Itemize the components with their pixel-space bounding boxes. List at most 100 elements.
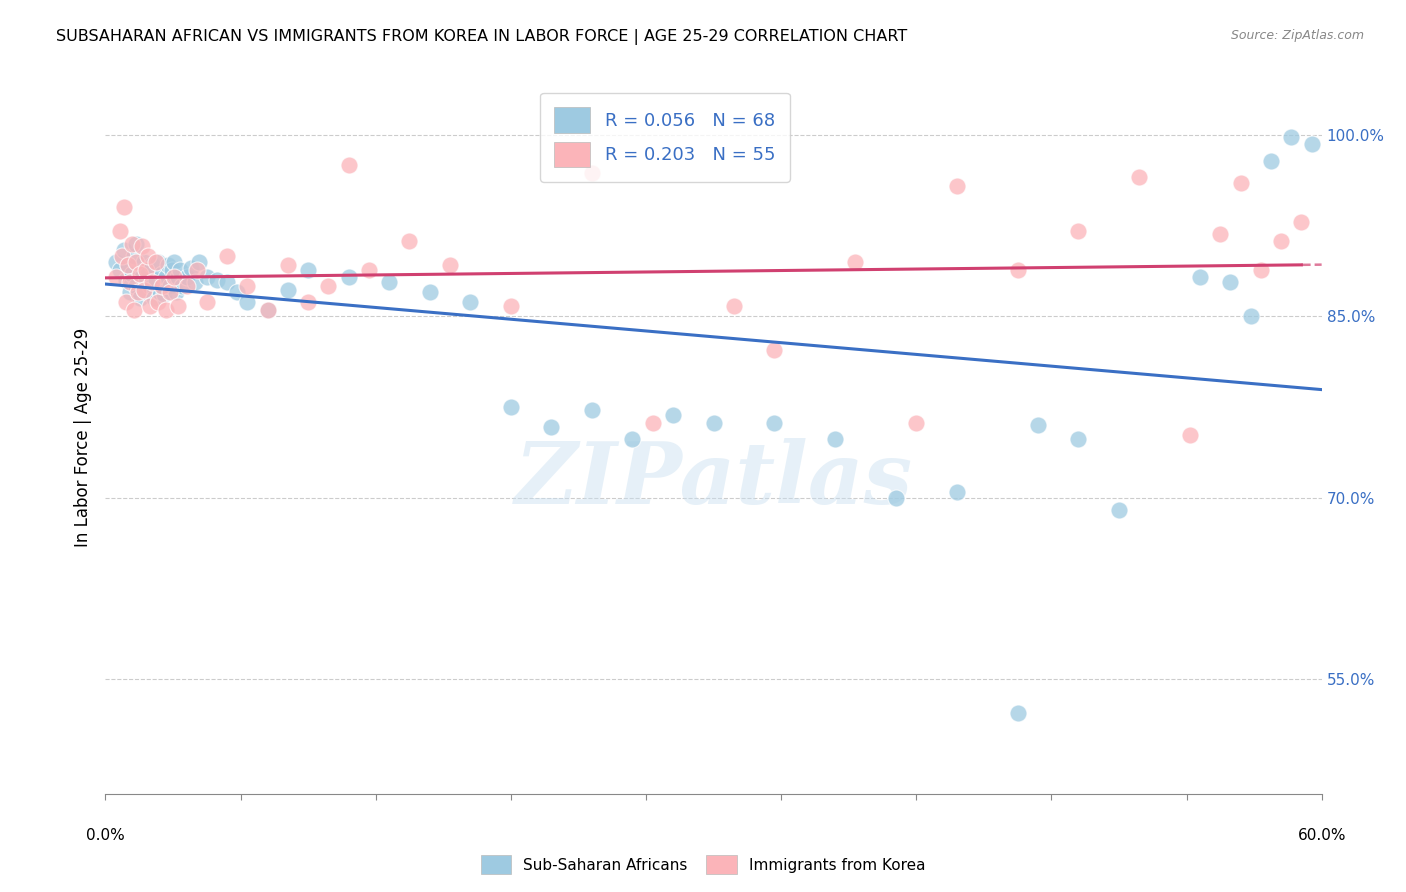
Point: [169, 263, 191, 277]
Point: [1128, 169, 1150, 184]
Point: [1189, 270, 1212, 285]
Point: [256, 303, 278, 318]
Point: [1108, 502, 1130, 516]
Point: [439, 258, 461, 272]
Point: [187, 254, 209, 268]
Point: [159, 279, 181, 293]
Point: [884, 491, 907, 505]
Point: [217, 249, 239, 263]
Point: [337, 270, 360, 285]
Text: SUBSAHARAN AFRICAN VS IMMIGRANTS FROM KOREA IN LABOR FORCE | AGE 25-29 CORRELATI: SUBSAHARAN AFRICAN VS IMMIGRANTS FROM KO…: [56, 29, 907, 45]
Point: [139, 279, 162, 293]
Point: [581, 403, 603, 417]
Point: [297, 263, 319, 277]
Point: [378, 275, 401, 289]
Point: [112, 200, 135, 214]
Point: [117, 258, 139, 272]
Point: [1178, 427, 1201, 442]
Point: [122, 249, 145, 263]
Point: [136, 249, 159, 263]
Text: 0.0%: 0.0%: [86, 828, 125, 843]
Point: [132, 283, 155, 297]
Point: [122, 303, 145, 318]
Point: [136, 263, 159, 277]
Point: [318, 279, 340, 293]
Point: [1279, 130, 1302, 145]
Point: [145, 254, 167, 268]
Point: [172, 279, 194, 293]
Point: [195, 294, 218, 309]
Point: [540, 420, 562, 434]
Point: [131, 270, 153, 285]
Point: [1026, 417, 1049, 432]
Point: [1219, 275, 1241, 289]
Point: [824, 433, 846, 447]
Point: [1291, 215, 1313, 229]
Point: [149, 285, 172, 299]
Point: [398, 234, 420, 248]
Point: [419, 285, 441, 299]
Point: [499, 400, 522, 414]
Point: [108, 263, 131, 277]
Point: [1260, 154, 1282, 169]
Point: [141, 275, 163, 289]
Point: [159, 285, 181, 299]
Point: [581, 166, 603, 180]
Point: [129, 267, 152, 281]
Point: [763, 343, 786, 357]
Point: [337, 158, 360, 172]
Point: [155, 270, 177, 285]
Point: [104, 270, 127, 285]
Point: [723, 300, 745, 314]
Point: [1209, 227, 1232, 241]
Point: [163, 254, 186, 268]
Point: [1270, 234, 1292, 248]
Point: [357, 263, 380, 277]
Point: [135, 285, 157, 299]
Point: [108, 224, 131, 238]
Point: [131, 239, 153, 253]
Point: [165, 285, 187, 299]
Legend: R = 0.056   N = 68, R = 0.203   N = 55: R = 0.056 N = 68, R = 0.203 N = 55: [540, 93, 790, 182]
Point: [162, 263, 184, 277]
Point: [150, 279, 173, 293]
Point: [125, 279, 148, 293]
Point: [121, 236, 143, 251]
Point: [702, 416, 725, 430]
Point: [226, 285, 249, 299]
Point: [1067, 224, 1090, 238]
Point: [125, 254, 148, 268]
Point: [141, 258, 163, 272]
Point: [111, 249, 134, 263]
Point: [236, 279, 259, 293]
Point: [186, 263, 208, 277]
Point: [146, 254, 169, 268]
Y-axis label: In Labor Force | Age 25-29: In Labor Force | Age 25-29: [73, 327, 91, 547]
Point: [129, 291, 152, 305]
Point: [176, 270, 198, 285]
Point: [135, 263, 157, 277]
Point: [157, 258, 180, 272]
Text: ZIPatlas: ZIPatlas: [515, 438, 912, 522]
Text: 60.0%: 60.0%: [1298, 828, 1346, 843]
Point: [167, 270, 190, 285]
Point: [236, 294, 259, 309]
Point: [145, 273, 167, 287]
Text: Source: ZipAtlas.com: Source: ZipAtlas.com: [1230, 29, 1364, 42]
Point: [132, 254, 155, 268]
Point: [763, 416, 786, 430]
Point: [217, 275, 239, 289]
Point: [117, 258, 139, 272]
Legend: Sub-Saharan Africans, Immigrants from Korea: Sub-Saharan Africans, Immigrants from Ko…: [474, 849, 932, 880]
Point: [1067, 433, 1090, 447]
Point: [180, 260, 202, 275]
Point: [167, 300, 190, 314]
Point: [499, 300, 522, 314]
Point: [183, 275, 205, 289]
Point: [1007, 263, 1029, 277]
Point: [121, 267, 143, 281]
Point: [127, 285, 149, 299]
Point: [114, 273, 136, 287]
Point: [905, 416, 928, 430]
Point: [118, 285, 141, 299]
